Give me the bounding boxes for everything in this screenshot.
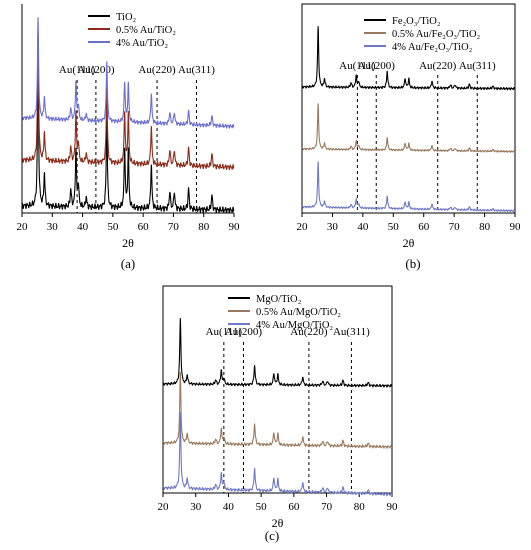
x-axis-title: 2θ: [122, 236, 134, 250]
x-tick-label: 30: [190, 501, 202, 513]
x-tick-label: 60: [138, 221, 150, 233]
plot-frame: [301, 3, 516, 214]
reference-line-label: Au(220): [138, 64, 176, 76]
series-line: [162, 317, 393, 388]
panel-c: 20 30 40 50 60 70 80 90 2θ Au(111)Au(200) Au(220) A…: [158, 285, 399, 543]
x-tick-label: 80: [354, 501, 366, 513]
legend-entry: 4% Au/Fe₂O₃/TiO₂: [392, 42, 473, 53]
legend-entry: 0.5% Au/Fe₂O₃/TiO₂: [392, 29, 481, 40]
legend-entry: 4% Au/TiO₂: [116, 38, 168, 49]
panel-label: (b): [405, 256, 420, 271]
reference-line-label: Au(200): [225, 326, 263, 338]
series-line: [21, 28, 235, 171]
x-tick-label: 50: [107, 221, 119, 233]
x-tick-label: 30: [327, 221, 339, 233]
x-tick-label: 20: [297, 221, 309, 233]
x-tick-label: 80: [479, 221, 491, 233]
x-tick-label: 80: [198, 221, 210, 233]
x-tick-label: 70: [449, 221, 461, 233]
x-tick-label: 50: [388, 221, 400, 233]
legend-entry: 0.5% Au/TiO₂: [116, 25, 176, 36]
x-tick-label: 40: [223, 501, 235, 513]
reference-line-label: Au(200): [358, 60, 396, 72]
x-tick-label: 40: [77, 221, 89, 233]
reference-line-label: Au(111): [339, 60, 376, 72]
legend-entry: MgO/TiO₂: [256, 294, 302, 305]
series-line: [21, 54, 235, 214]
panel-label: (c): [265, 528, 279, 543]
x-tick-label: 20: [17, 221, 29, 233]
legend-entry: Fe₂O₃/TiO₂: [392, 16, 441, 27]
reference-line-label: Au(311): [333, 326, 370, 338]
series-line: [301, 25, 516, 91]
legend-entry: 4% Au/MgO/TiO₂: [256, 320, 333, 331]
x-tick-label: 90: [387, 501, 399, 513]
reference-line-label: Au(200): [77, 64, 115, 76]
panel-label: (a): [121, 256, 135, 271]
reference-line-label: Au(220): [290, 326, 328, 338]
legend-entry: TiO₂: [116, 12, 137, 23]
x-tick-label: 50: [256, 501, 268, 513]
plot-frame: [162, 285, 393, 494]
reference-line-label: Au(311): [178, 64, 215, 76]
x-tick-label: 90: [229, 221, 241, 233]
x-tick-label: 40: [357, 221, 369, 233]
x-tick-label: 70: [321, 501, 333, 513]
reference-line-label: Au(311): [459, 60, 496, 72]
x-tick-label: 60: [288, 501, 300, 513]
panel-a: 20 30 40 50 60 70 80 90 2θ Au(111)Au(200) Au(220) A…: [17, 4, 241, 271]
x-tick-label: 60: [418, 221, 430, 233]
x-tick-label: 70: [168, 221, 180, 233]
x-axis-title: 2θ: [272, 516, 284, 530]
legend-entry: 0.5% Au/MgO/TiO₂: [256, 307, 341, 318]
x-tick-label: 20: [158, 501, 170, 513]
x-axis-title: 2θ: [403, 236, 415, 250]
panel-b: 20 30 40 50 60 70 80 90 2θ Au(111)Au(200) Au(220) A…: [297, 3, 522, 271]
series-line: [301, 161, 516, 213]
x-tick-label: 30: [47, 221, 59, 233]
x-tick-label: 90: [510, 221, 522, 233]
series-line: [301, 103, 516, 153]
reference-line-label: Au(111): [59, 64, 96, 76]
series-line: [162, 412, 393, 497]
series-line: [162, 372, 393, 449]
series-line: [21, 16, 235, 129]
reference-line-label: Au(111): [206, 326, 243, 338]
reference-line-label: Au(220): [419, 60, 457, 72]
